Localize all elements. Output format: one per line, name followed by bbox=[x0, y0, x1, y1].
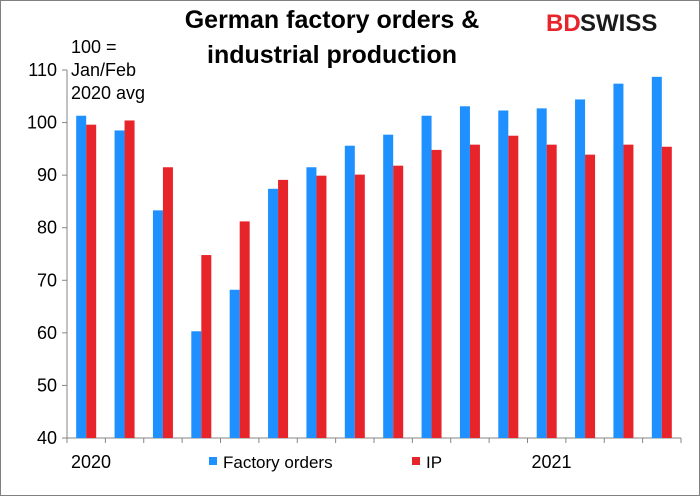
x-axis-ticks: 2020 2021 bbox=[66, 438, 682, 472]
bar-factory-orders bbox=[229, 289, 240, 438]
bar-factory-orders bbox=[76, 115, 87, 438]
legend: Factory orders IP bbox=[209, 453, 442, 472]
bar-ip bbox=[469, 144, 480, 438]
bar-ip bbox=[431, 149, 442, 438]
y-tick-label: 50 bbox=[37, 375, 57, 395]
base-note-line-3: 2020 avg bbox=[71, 83, 145, 103]
bar-factory-orders bbox=[191, 331, 202, 438]
bar-ip bbox=[86, 124, 97, 438]
bar-factory-orders bbox=[306, 167, 317, 438]
bar-factory-orders bbox=[575, 99, 586, 438]
bar-ip bbox=[316, 175, 327, 438]
base-note-line-2: Jan/Feb bbox=[71, 60, 136, 80]
y-tick-label: 110 bbox=[28, 60, 57, 80]
bar-ip bbox=[124, 120, 135, 439]
bar-ip bbox=[546, 144, 557, 438]
bar-ip bbox=[201, 255, 212, 438]
y-tick-label: 60 bbox=[37, 323, 57, 343]
legend-label: IP bbox=[426, 453, 442, 472]
bar-factory-orders bbox=[152, 210, 163, 438]
bar-factory-orders bbox=[421, 115, 432, 438]
bar-ip bbox=[585, 154, 596, 438]
legend-swatch bbox=[412, 457, 420, 465]
bar-factory-orders bbox=[268, 188, 279, 438]
bars-group bbox=[76, 76, 672, 439]
bar-factory-orders bbox=[459, 106, 470, 438]
chart-title-line-2: industrial production bbox=[207, 41, 457, 69]
x-tick-label: 2020 bbox=[71, 452, 111, 472]
logo-text-swiss: SWISS bbox=[580, 10, 657, 37]
y-axis-ticks: 40 50 60 70 80 90 100 110 bbox=[27, 60, 67, 448]
x-tick-label: 2021 bbox=[532, 452, 572, 472]
bar-factory-orders bbox=[383, 134, 394, 439]
bar-ip bbox=[393, 165, 404, 438]
bdswiss-logo: BD SWISS bbox=[546, 10, 657, 37]
bar-ip bbox=[623, 144, 634, 438]
y-tick-label: 100 bbox=[27, 113, 57, 133]
chart-title-line-1: German factory orders & bbox=[185, 6, 480, 34]
bar-ip bbox=[162, 167, 173, 438]
bar-factory-orders bbox=[344, 145, 355, 438]
y-tick-label: 70 bbox=[37, 270, 57, 290]
base-note-line-1: 100 = bbox=[71, 37, 117, 57]
y-tick-label: 40 bbox=[37, 428, 57, 448]
bar-ip bbox=[278, 179, 289, 439]
bar-factory-orders bbox=[613, 83, 624, 438]
bar-ip bbox=[354, 174, 365, 439]
bar-factory-orders bbox=[114, 130, 125, 438]
bar-factory-orders bbox=[651, 76, 662, 438]
bar-factory-orders bbox=[498, 110, 509, 438]
bar-factory-orders bbox=[536, 108, 547, 439]
y-tick-label: 80 bbox=[37, 218, 57, 238]
bar-ip bbox=[661, 146, 672, 439]
y-tick-label: 90 bbox=[37, 165, 57, 185]
logo-text-bd: BD bbox=[546, 10, 581, 37]
bar-ip bbox=[239, 221, 250, 438]
legend-label: Factory orders bbox=[223, 453, 333, 472]
legend-swatch bbox=[209, 457, 217, 465]
bar-ip bbox=[508, 135, 519, 438]
